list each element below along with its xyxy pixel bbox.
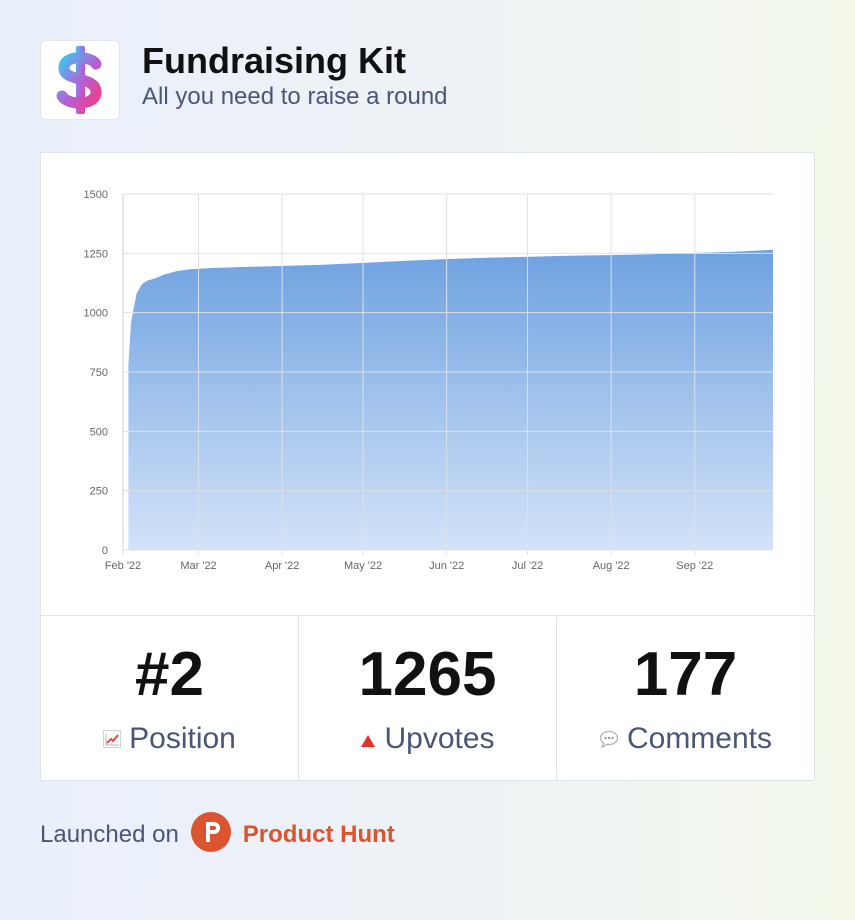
stat-position: #2 Position — [41, 616, 299, 780]
speech-bubble-icon — [599, 722, 619, 756]
stat-comments-value: 177 — [633, 640, 738, 709]
x-tick-label: Aug '22 — [593, 560, 630, 572]
launched-on-text: Launched on — [40, 820, 179, 848]
stat-upvotes: 1265 Upvotes — [299, 616, 557, 780]
x-tick-label: May '22 — [344, 560, 382, 572]
app-header: Fundraising Kit All you need to raise a … — [40, 40, 448, 120]
y-tick-label: 750 — [90, 367, 108, 379]
stats-card: 0 250 500 750 1000 1250 1500 Feb '22 Mar '22 Apr … — [40, 152, 815, 781]
stat-upvotes-label: Upvotes — [384, 722, 495, 755]
upvote-triangle-icon — [360, 722, 376, 756]
y-tick-label: 0 — [102, 545, 108, 557]
app-title: Fundraising Kit — [142, 40, 406, 81]
x-tick-label: Jun '22 — [429, 560, 464, 572]
dollar-sign-icon — [56, 46, 102, 114]
x-tick-label: Jul '22 — [512, 560, 543, 572]
x-tick-label: Mar '22 — [180, 560, 216, 572]
stat-position-label: Position — [129, 722, 236, 755]
y-tick-label: 1250 — [84, 248, 108, 260]
upvotes-area-chart: 0 250 500 750 1000 1250 1500 Feb '22 Mar '22 Apr … — [84, 189, 773, 572]
stat-upvotes-value: 1265 — [358, 640, 497, 709]
x-tick-label: Apr '22 — [265, 560, 300, 572]
x-tick-label: Sep '22 — [676, 560, 713, 572]
chart-trend-icon — [103, 722, 122, 756]
x-tick-label: Feb '22 — [105, 560, 141, 572]
upvotes-chart: 0 250 500 750 1000 1250 1500 Feb '22 Mar '22 Apr … — [41, 153, 814, 615]
stat-comments: 177 Comments — [557, 616, 814, 780]
stats-row: #2 Position 1265 — [41, 615, 814, 780]
stat-comments-label: Comments — [626, 722, 773, 755]
product-hunt-icon[interactable] — [190, 812, 231, 857]
app-subtitle: All you need to raise a round — [142, 83, 448, 110]
launch-footer: Launched on Product Hunt — [40, 812, 395, 857]
y-tick-label: 1000 — [84, 308, 108, 320]
app-logo — [40, 40, 120, 120]
upvotes-area — [128, 249, 773, 551]
product-hunt-link[interactable]: Product Hunt — [242, 820, 395, 848]
y-tick-label: 500 — [90, 426, 108, 438]
y-tick-label: 250 — [90, 486, 108, 498]
stat-position-value: #2 — [135, 640, 204, 709]
y-tick-label: 1500 — [84, 189, 108, 201]
